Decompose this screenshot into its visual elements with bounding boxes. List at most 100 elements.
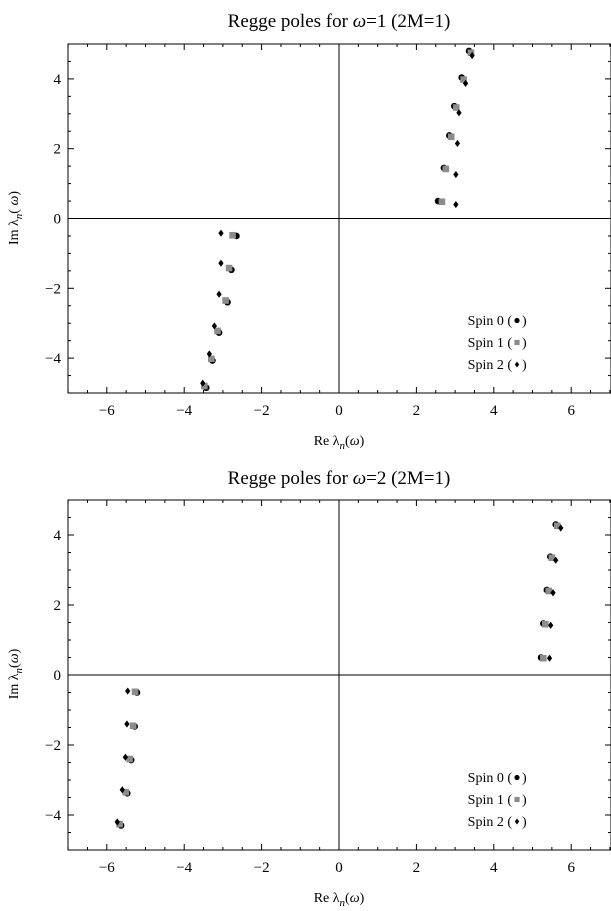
legend-label: Spin 2 ( [468, 815, 513, 830]
tick-layer: −6 −4 −2 0 2 4 6 −4 −2 0 2 4 [45, 499, 611, 876]
y-tick-label: 4 [54, 528, 62, 544]
x-tick-label: 0 [335, 403, 343, 419]
data-point [548, 621, 554, 629]
marks-layer [114, 521, 564, 829]
series-spin-1 [201, 49, 475, 390]
x-tick-label: 0 [335, 860, 343, 876]
y-tick-label: −4 [45, 351, 61, 367]
legend-label: Spin 2 ( [468, 358, 513, 373]
data-point [225, 264, 233, 272]
y-tick-label: −2 [45, 738, 61, 754]
x-tick-label: 2 [413, 860, 421, 876]
x-tick-label: 2 [413, 403, 421, 419]
series-spin-2 [200, 51, 475, 387]
x-tick-label: 4 [490, 403, 498, 419]
chart-title: Regge poles for ω=1 (2M=1) [228, 11, 451, 32]
series-spin-0 [202, 47, 473, 392]
legend-paren: ) [522, 314, 527, 329]
data-point [469, 51, 475, 60]
x-tick-label: 6 [567, 860, 575, 876]
data-point [438, 198, 446, 206]
data-point [119, 786, 125, 794]
data-point [122, 788, 130, 796]
y-tick-label: 0 [54, 668, 62, 684]
data-point [216, 290, 222, 298]
chart-omega-2: Regge poles for ω=2 (2M=1) −6 −4 −2 0 2 4 6−4−… [7, 468, 611, 909]
data-point [453, 200, 459, 209]
legend-marker [514, 774, 520, 781]
y-axis-label: Im λn( ω) [7, 191, 25, 245]
x-tick-label: −2 [254, 403, 270, 419]
x-tick-label: 4 [490, 860, 498, 876]
data-point [442, 165, 450, 173]
y-tick-label: 2 [54, 598, 62, 614]
data-point [131, 688, 139, 696]
legend-marker [514, 339, 520, 346]
data-point [545, 587, 553, 595]
y-tick-label: 0 [54, 212, 62, 228]
y-tick-label: 4 [54, 72, 62, 88]
data-point [467, 49, 475, 57]
x-axis-label: Re λn(ω) [314, 434, 365, 452]
data-point [453, 170, 459, 179]
data-point [214, 327, 221, 335]
x-tick-label: −4 [176, 403, 192, 419]
data-point [546, 654, 553, 662]
legend-paren: ) [522, 358, 527, 373]
data-point [540, 654, 547, 662]
chart-omega-1: Regge poles for ω=1 (2M=1) −6 −4 −2 0 2 4 6 −4 −… [7, 11, 611, 452]
legend-paren: ) [522, 336, 527, 351]
data-point [550, 589, 556, 597]
data-point [122, 753, 129, 761]
data-point [548, 554, 556, 562]
legend-paren: ) [522, 793, 527, 808]
x-tick-label: −6 [99, 860, 115, 876]
data-point [558, 524, 564, 532]
data-point [200, 379, 206, 387]
data-point [460, 76, 467, 83]
legend-label: Spin 0 ( [468, 314, 513, 329]
legend: Spin 0 () Spin 1 () Spin 2 () [468, 314, 527, 373]
data-point [456, 109, 462, 117]
data-point [452, 104, 460, 111]
legend-marker [514, 317, 520, 324]
legend-marker [514, 818, 520, 825]
legend: Spin 0 () Spin 1 () Spin 2 () [468, 771, 527, 830]
chart-title: Regge poles for ω=2 (2M=1) [228, 468, 451, 489]
legend-label: Spin 1 ( [468, 336, 513, 351]
x-axis-label: Re λn(ω) [314, 891, 365, 909]
data-point [126, 755, 133, 763]
data-point [201, 382, 208, 390]
series-spin-1 [116, 522, 561, 828]
legend-label: Spin 0 ( [468, 771, 513, 786]
data-point [222, 297, 229, 304]
data-point [116, 820, 123, 828]
data-point [229, 231, 236, 239]
y-axis-label: Im λn(ω) [7, 648, 25, 699]
legend-marker [514, 796, 520, 803]
x-tick-label: 6 [567, 403, 575, 419]
data-point [541, 620, 549, 628]
data-point [206, 350, 212, 358]
marks-layer [200, 47, 475, 392]
x-tick-label: −4 [176, 860, 192, 876]
data-point [454, 139, 461, 148]
y-tick-label: −2 [45, 281, 61, 297]
legend-paren: ) [522, 815, 527, 830]
x-tick-label: −6 [99, 403, 115, 419]
series-spin-2 [114, 524, 564, 826]
data-point [218, 229, 224, 237]
legend-marker [514, 361, 520, 368]
legend-paren: ) [522, 771, 527, 786]
data-point [124, 720, 130, 728]
data-point [125, 687, 131, 695]
data-point [114, 818, 120, 826]
data-point [218, 259, 224, 267]
data-point [211, 322, 218, 330]
legend-label: Spin 1 ( [468, 793, 513, 808]
y-tick-label: 2 [54, 142, 62, 158]
data-point [207, 355, 215, 363]
data-point [462, 79, 469, 88]
x-tick-label: −2 [254, 860, 270, 876]
data-point [447, 133, 455, 141]
